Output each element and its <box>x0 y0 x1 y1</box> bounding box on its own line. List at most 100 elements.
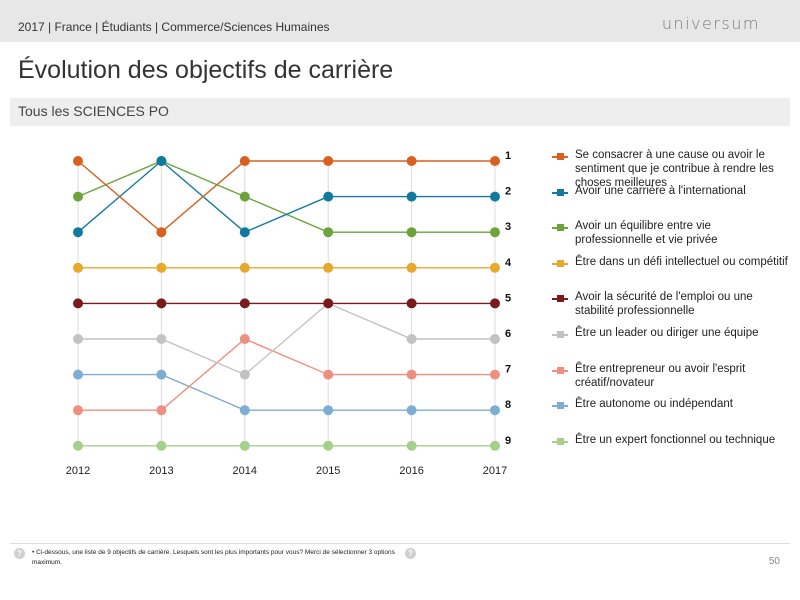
legend-label: Être entrepreneur ou avoir l'esprit créa… <box>575 362 746 389</box>
data-point <box>73 440 83 451</box>
x-tick-label: 2014 <box>233 465 257 477</box>
data-point <box>323 227 334 238</box>
legend-label: Être un leader ou diriger une équipe <box>575 327 759 339</box>
data-point <box>73 369 83 380</box>
data-point <box>406 369 417 380</box>
series-line <box>78 302 495 376</box>
x-tick-label: 2016 <box>399 465 423 477</box>
data-point <box>323 298 334 309</box>
data-point <box>156 369 167 380</box>
data-point <box>156 298 167 309</box>
rank-label: 3 <box>505 221 511 233</box>
data-point <box>323 191 334 202</box>
data-point <box>156 262 167 273</box>
data-point <box>239 298 250 309</box>
data-point <box>73 227 83 238</box>
header-bar: 2017 | France | Étudiants | Commerce/Sci… <box>0 0 800 42</box>
rank-label: 5 <box>505 292 511 304</box>
universum-logo: universum <box>661 14 760 33</box>
data-point <box>490 369 500 380</box>
data-point <box>490 298 500 309</box>
data-point <box>73 262 83 273</box>
legend-marker <box>552 188 568 196</box>
legend-marker <box>552 437 568 445</box>
legend-label: Avoir une carrière à l'international <box>575 184 746 197</box>
x-tick-label: 2017 <box>483 465 507 477</box>
data-point <box>156 334 167 344</box>
legend-label: Être dans un défi intellectuel ou compét… <box>575 255 788 268</box>
legend-label: Avoir un équilibre entre vie professionn… <box>575 220 718 247</box>
page-title: Évolution des objectifs de carrière <box>18 56 394 84</box>
section-bar: Tous les SCIENCES PO <box>10 98 790 126</box>
data-point <box>406 405 417 416</box>
legend-marker <box>552 402 568 410</box>
question-icon[interactable]: ? <box>405 548 416 559</box>
x-tick-label: 2015 <box>316 465 340 477</box>
data-point <box>406 191 417 202</box>
data-point <box>406 262 417 273</box>
legend-label: Être autonome ou indépendant <box>575 398 733 411</box>
data-point <box>239 369 250 380</box>
data-point <box>239 191 250 202</box>
series-line <box>78 338 495 411</box>
data-point <box>156 440 167 451</box>
x-tick-label: 2012 <box>66 465 90 477</box>
x-tick-label: 2013 <box>149 465 173 477</box>
data-point <box>73 405 83 416</box>
data-point <box>323 405 334 416</box>
data-point <box>239 440 250 451</box>
data-point <box>323 156 334 166</box>
rank-label: 6 <box>505 328 511 340</box>
data-point <box>406 334 417 344</box>
question-icon[interactable]: ? <box>14 548 25 559</box>
legend-marker <box>552 331 568 338</box>
data-point <box>490 405 500 416</box>
data-point <box>156 227 167 238</box>
data-point <box>406 227 417 238</box>
data-point <box>406 440 417 451</box>
data-point <box>490 227 500 238</box>
rank-line-chart: 2012 2013 2014 2015 2016 2017 1 2 3 4 5 6 7 8 9 <box>66 150 512 477</box>
data-point <box>239 156 250 166</box>
series-line <box>77 160 495 234</box>
data-point <box>490 440 500 451</box>
breadcrumb: 2017 | France | Étudiants | Commerce/Sci… <box>18 20 330 34</box>
question-note: • Ci-dessous, une liste de 9 objectifs d… <box>32 549 395 566</box>
data-point <box>323 262 334 273</box>
data-point <box>323 440 334 451</box>
legend-label: Avoir la sécurité de l'emploi ou une sta… <box>575 291 753 318</box>
legend-label: Se consacrer à une cause ou avoir le sen… <box>575 149 774 189</box>
rank-label: 9 <box>505 435 511 447</box>
rank-label: 1 <box>505 150 511 162</box>
rank-label: 4 <box>505 257 512 269</box>
data-point <box>239 262 250 273</box>
legend-marker <box>552 153 568 160</box>
data-point <box>73 298 83 309</box>
data-point <box>490 334 500 344</box>
footer-divider <box>10 543 790 544</box>
section-label: Tous les SCIENCES PO <box>18 103 169 119</box>
legend-marker <box>552 259 568 267</box>
series-line <box>77 160 495 234</box>
data-point <box>323 369 334 380</box>
data-point <box>239 334 250 344</box>
data-point <box>490 191 500 202</box>
data-point <box>490 262 500 273</box>
legend-label: Être un expert fonctionnel ou technique <box>575 433 776 446</box>
data-point <box>73 334 83 344</box>
rank-label: 2 <box>505 186 511 198</box>
legend-marker <box>552 295 568 303</box>
data-point <box>156 405 167 416</box>
page-number: 50 <box>768 556 780 567</box>
data-point <box>239 405 250 416</box>
data-point <box>239 227 250 238</box>
series-line <box>78 373 495 411</box>
data-point <box>73 191 83 202</box>
legend-marker <box>552 366 568 374</box>
rank-label: 8 <box>505 399 511 411</box>
legend-marker <box>552 224 568 232</box>
data-point <box>406 156 417 166</box>
data-point <box>406 298 417 309</box>
data-point <box>490 156 500 166</box>
data-point <box>156 156 167 166</box>
